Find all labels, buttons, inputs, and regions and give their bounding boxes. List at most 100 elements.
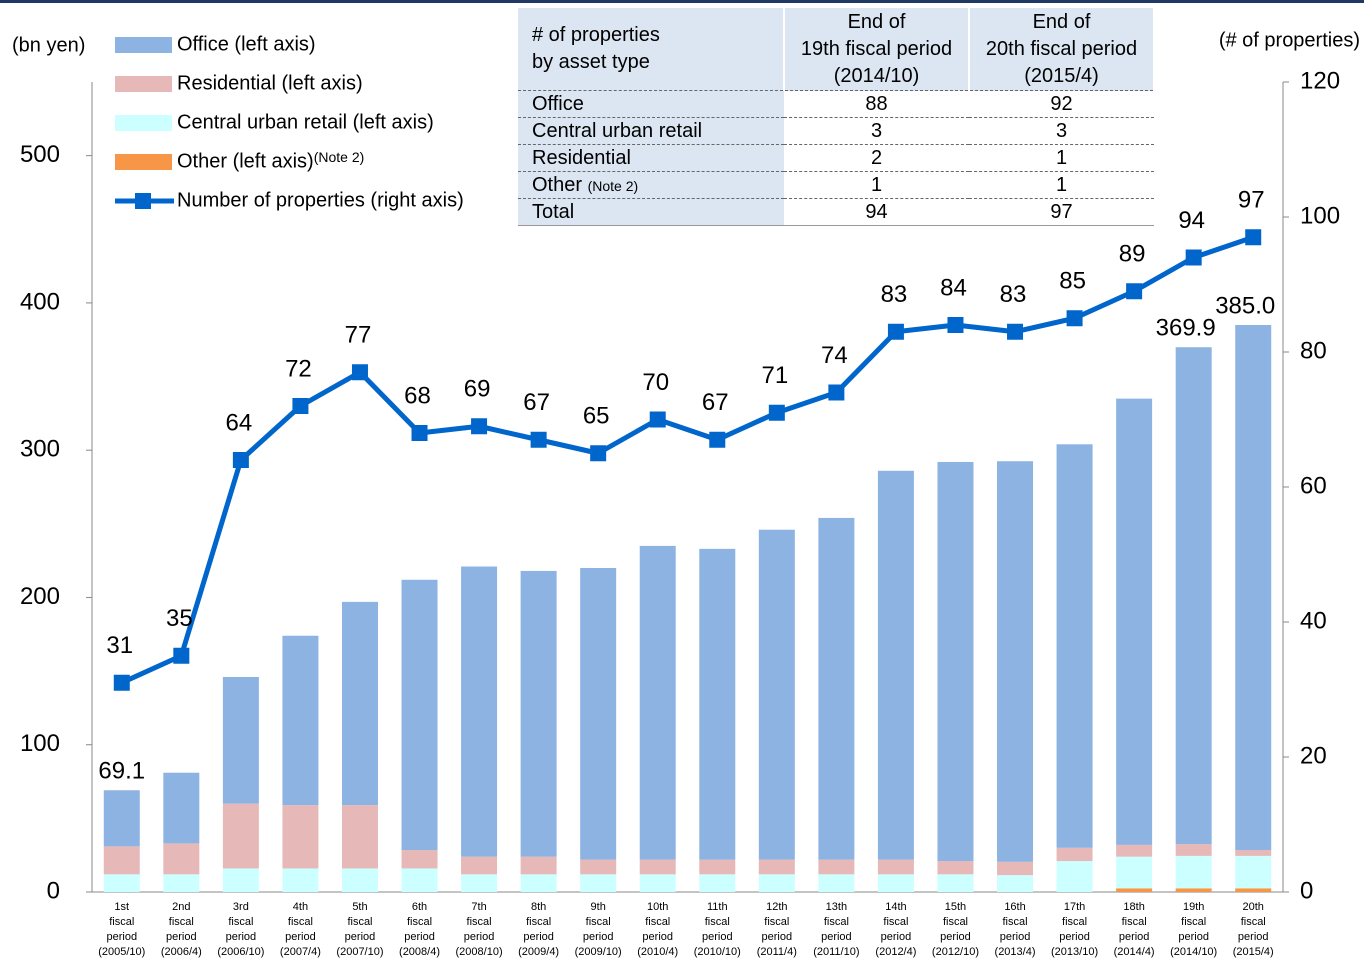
- bar-segment: [699, 874, 736, 892]
- x-tick-label: 14th fiscal period (2012/4): [875, 901, 916, 958]
- y-tick-label: 100: [20, 730, 60, 757]
- line-marker: [709, 431, 726, 448]
- bar-segment: [461, 874, 498, 892]
- bar-segment: [937, 874, 974, 892]
- table-header: End of 19th fiscal period (2014/10): [784, 8, 970, 91]
- x-tick-label: 6th fiscal period (2008/4): [399, 901, 440, 958]
- legend-swatch: [115, 76, 172, 92]
- x-tick-label: 1st fiscal period (2005/10): [98, 901, 145, 958]
- line-label: 83: [881, 281, 908, 308]
- line-marker: [590, 445, 607, 462]
- line-label: 64: [226, 409, 253, 436]
- line-label: 70: [642, 369, 669, 396]
- bar-segment: [520, 570, 557, 857]
- bar-segment: [1116, 398, 1153, 845]
- bar-segment: [163, 772, 200, 844]
- bar-segment: [580, 874, 617, 892]
- line-marker: [1066, 310, 1083, 327]
- bar-segment: [937, 861, 974, 875]
- y-tick-label: 0: [47, 877, 60, 904]
- x-tick-label: 13th fiscal period (2011/10): [813, 901, 859, 958]
- x-tick-label: 2nd fiscal period (2006/4): [161, 901, 202, 958]
- x-tick-label: 7th fiscal period (2008/10): [456, 901, 503, 958]
- line-marker: [1245, 229, 1262, 246]
- bar-segment: [401, 579, 438, 851]
- bar-segment: [580, 859, 617, 875]
- legend-swatch: [115, 37, 172, 53]
- line-label: 67: [523, 389, 550, 416]
- x-tick-label: 8th fiscal period (2009/4): [518, 901, 559, 958]
- bar-segment: [1116, 888, 1153, 892]
- bar-segment: [461, 566, 498, 857]
- table-cell: 3: [969, 117, 1154, 145]
- bar-segment: [1175, 855, 1212, 889]
- y2-axis-label: (# of properties): [1219, 29, 1360, 51]
- line-marker: [351, 364, 368, 381]
- total-label: 69.1: [98, 758, 145, 785]
- legend-label: Residential (left axis): [177, 72, 363, 94]
- bar-segment: [222, 676, 259, 804]
- bar-segment: [222, 803, 259, 869]
- line-label: 89: [1119, 241, 1146, 268]
- line-marker: [1126, 283, 1143, 300]
- line-marker: [292, 398, 309, 414]
- table-cell: 1: [784, 171, 969, 199]
- table-row: Office 88 92: [518, 90, 1154, 118]
- table-row: Central urban retail 3 3: [518, 117, 1154, 145]
- x-tick-label: 9th fiscal period (2009/10): [575, 901, 622, 958]
- bar-segment: [937, 461, 974, 862]
- bar-segment: [1235, 325, 1272, 851]
- line-marker: [530, 431, 547, 448]
- bar-segment: [520, 874, 557, 892]
- bar-segment: [341, 601, 378, 806]
- bar-segment: [1116, 856, 1153, 889]
- bar-segment: [877, 470, 914, 860]
- legend-label: Other (left axis)(Note 2): [177, 149, 364, 173]
- bar-segment: [1175, 347, 1212, 845]
- bar-segment: [520, 856, 557, 875]
- bar-segment: [758, 529, 795, 860]
- total-label: 369.9: [1156, 315, 1216, 342]
- table-cell: Residential: [518, 144, 784, 172]
- bar-segment: [877, 859, 914, 875]
- table-cell: 3: [784, 117, 969, 145]
- line-marker: [649, 411, 666, 428]
- bar-segment: [103, 874, 140, 892]
- x-tick-label: 11th fiscal period (2010/10): [694, 901, 741, 958]
- bar-segment: [997, 461, 1034, 862]
- bar-segment: [163, 874, 200, 892]
- table-cell: Office: [518, 90, 784, 118]
- bar-segment: [1116, 844, 1153, 857]
- line-label: 83: [1000, 281, 1027, 308]
- line-marker: [828, 384, 845, 401]
- legend-swatch: [115, 154, 172, 170]
- x-tick-label: 4th fiscal period (2007/4): [280, 901, 321, 958]
- bar-segment: [401, 850, 438, 869]
- line-label: 65: [583, 403, 610, 430]
- line-marker: [113, 674, 130, 691]
- table-row: Other (Note 2) 1 1: [518, 171, 1154, 199]
- properties-table: # of properties by asset type End of 19th…: [518, 8, 1155, 226]
- bar-segment: [103, 790, 140, 847]
- bar-segment: [1235, 888, 1272, 892]
- table-header-row: # of properties by asset type End of 19th…: [518, 8, 1155, 91]
- y2-tick-label: 80: [1300, 337, 1327, 364]
- bar-segment: [282, 805, 319, 869]
- line-marker: [887, 323, 904, 340]
- y-tick-label: 300: [20, 436, 60, 463]
- line-marker: [947, 317, 964, 333]
- line-label: 74: [821, 342, 848, 369]
- y-tick-label: 200: [20, 583, 60, 610]
- table-cell: 88: [784, 90, 969, 118]
- line-label: 84: [940, 274, 967, 301]
- y2-tick-label: 120: [1300, 67, 1340, 94]
- line-label: 69: [464, 376, 491, 403]
- y2-tick-label: 100: [1300, 202, 1340, 229]
- bar-segment: [341, 805, 378, 869]
- bar-segment: [699, 859, 736, 875]
- bar-segment: [639, 545, 676, 860]
- y-tick-label: 400: [20, 288, 60, 315]
- legend-marker: [135, 193, 151, 209]
- line-marker: [768, 404, 785, 421]
- bar-segment: [1175, 844, 1212, 856]
